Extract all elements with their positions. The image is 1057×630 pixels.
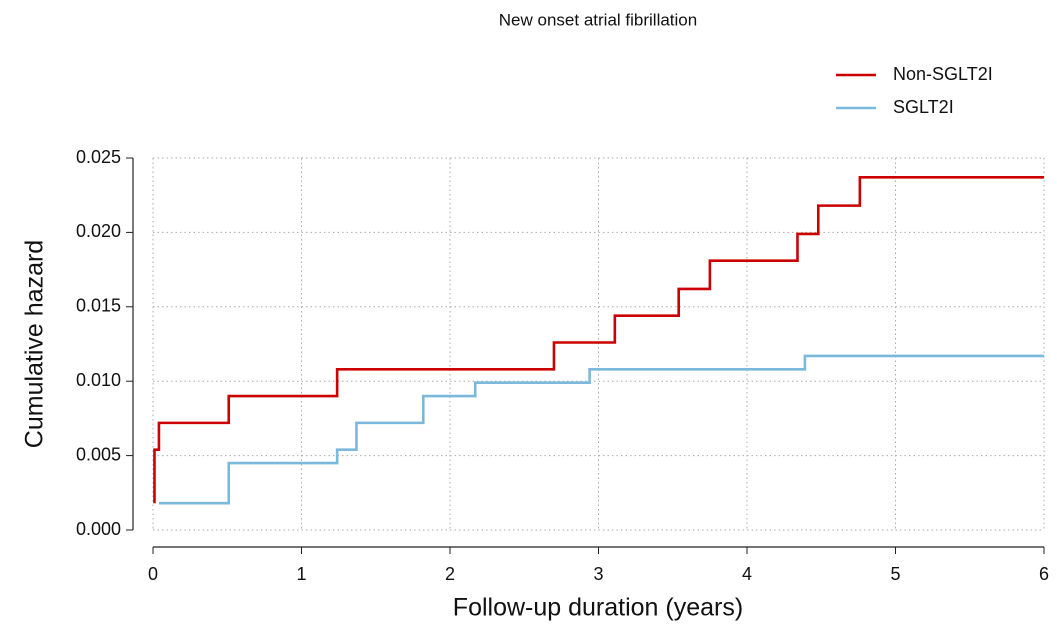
y-tick-label: 0.015 (76, 296, 121, 316)
legend-label: SGLT2I (893, 97, 954, 117)
x-tick-label: 6 (1039, 564, 1049, 584)
x-tick-label: 5 (890, 564, 900, 584)
legend-label: Non-SGLT2I (893, 64, 993, 84)
y-axis-label: Cumulative hazard (21, 240, 49, 448)
step-line (153, 176, 1044, 504)
step-line (158, 354, 1044, 505)
x-tick-label: 0 (148, 564, 158, 584)
y-tick-label: 0.025 (76, 147, 121, 167)
chart-title: New onset atrial fibrillation (499, 10, 697, 29)
x-axis-label: Follow-up duration (years) (453, 594, 743, 622)
x-tick-label: 4 (742, 564, 752, 584)
x-tick-label: 2 (445, 564, 455, 584)
y-tick-label: 0.020 (76, 221, 121, 241)
x-tick-label: 3 (593, 564, 603, 584)
y-tick-label: 0.010 (76, 370, 121, 390)
y-tick-label: 0.000 (76, 519, 121, 539)
y-tick-label: 0.005 (76, 444, 121, 464)
x-tick-label: 1 (296, 564, 306, 584)
